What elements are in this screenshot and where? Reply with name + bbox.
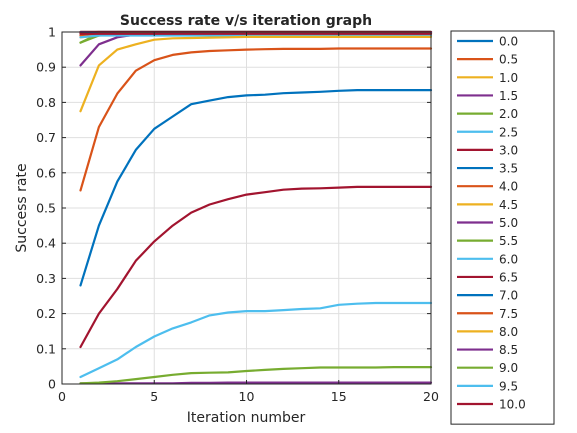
legend-entry-label: 1.5: [499, 89, 518, 103]
legend: 0.0 0.5 1.0 1.5 2.0 2.5 3.0 3.5 4.0 4.5 5.0 5.5 6.0 6…: [450, 30, 555, 425]
x-tick-label: 10: [239, 389, 255, 404]
x-tick-label: 5: [150, 389, 158, 404]
legend-entry-label: 1.0: [499, 71, 518, 85]
series-line-9-5: [79, 301, 433, 379]
y-tick-label: 0.6: [36, 165, 56, 180]
series-line-10-0: [79, 185, 433, 349]
y-tick-label: 0.1: [36, 341, 56, 356]
y-tick-label: 1: [48, 25, 56, 40]
series-line-6-0: [79, 34, 433, 39]
y-tick-label: 0.3: [36, 271, 56, 286]
legend-entry-label: 5.5: [499, 234, 518, 248]
legend-entry-label: 5.0: [499, 216, 518, 230]
legend-entry-label: 0.0: [499, 35, 518, 49]
legend-entry-label: 9.0: [499, 361, 518, 375]
legend-entry-label: 6.5: [499, 270, 518, 284]
x-tick-label: 0: [58, 389, 66, 404]
legend-entry-label: 7.0: [499, 289, 518, 303]
series-line-7-0: [79, 88, 433, 287]
legend-entry-label: 8.0: [499, 325, 518, 339]
y-tick-label: 0: [48, 377, 56, 392]
y-tick-label: 0.5: [36, 201, 56, 216]
legend-entry-label: 6.0: [499, 252, 518, 266]
legend-entry-label: 3.0: [499, 143, 518, 157]
y-axis-label: Success rate: [14, 163, 30, 252]
legend-entry-label: 9.5: [499, 379, 518, 393]
x-tick-label: 20: [423, 389, 439, 404]
x-tick-label: 15: [331, 389, 347, 404]
legend-entry-label: 10.0: [499, 398, 526, 412]
legend-entry-label: 7.5: [499, 307, 518, 321]
series-line-8-0: [79, 35, 433, 113]
y-tick-label: 0.2: [36, 306, 56, 321]
chart-title: Success rate v/s iteration graph: [120, 13, 372, 29]
y-tick-label: 0.7: [36, 130, 56, 145]
series-line-8-5: [79, 381, 433, 385]
y-tick-label: 0.4: [36, 236, 56, 251]
legend-entry-label: 2.5: [499, 125, 518, 139]
x-axis-label: Iteration number: [187, 410, 306, 426]
series-line-7-5: [79, 47, 433, 192]
legend-entry-label: 4.0: [499, 180, 518, 194]
legend-entry-label: 4.5: [499, 198, 518, 212]
legend-entry-label: 2.0: [499, 107, 518, 121]
legend-entry-label: 8.5: [499, 343, 518, 357]
y-tick-label: 0.8: [36, 95, 56, 110]
axis-ticks: 0 5 10 15 20 0 0.1 0.2 0.3 0.4 0.5 0.6 0.7 0.8 0.9 1: [36, 25, 439, 405]
y-tick-label: 0.9: [36, 60, 56, 75]
legend-entry-label: 0.5: [499, 53, 518, 67]
legend-entry-label: 3.5: [499, 162, 518, 176]
series-line-9-0: [79, 366, 433, 385]
